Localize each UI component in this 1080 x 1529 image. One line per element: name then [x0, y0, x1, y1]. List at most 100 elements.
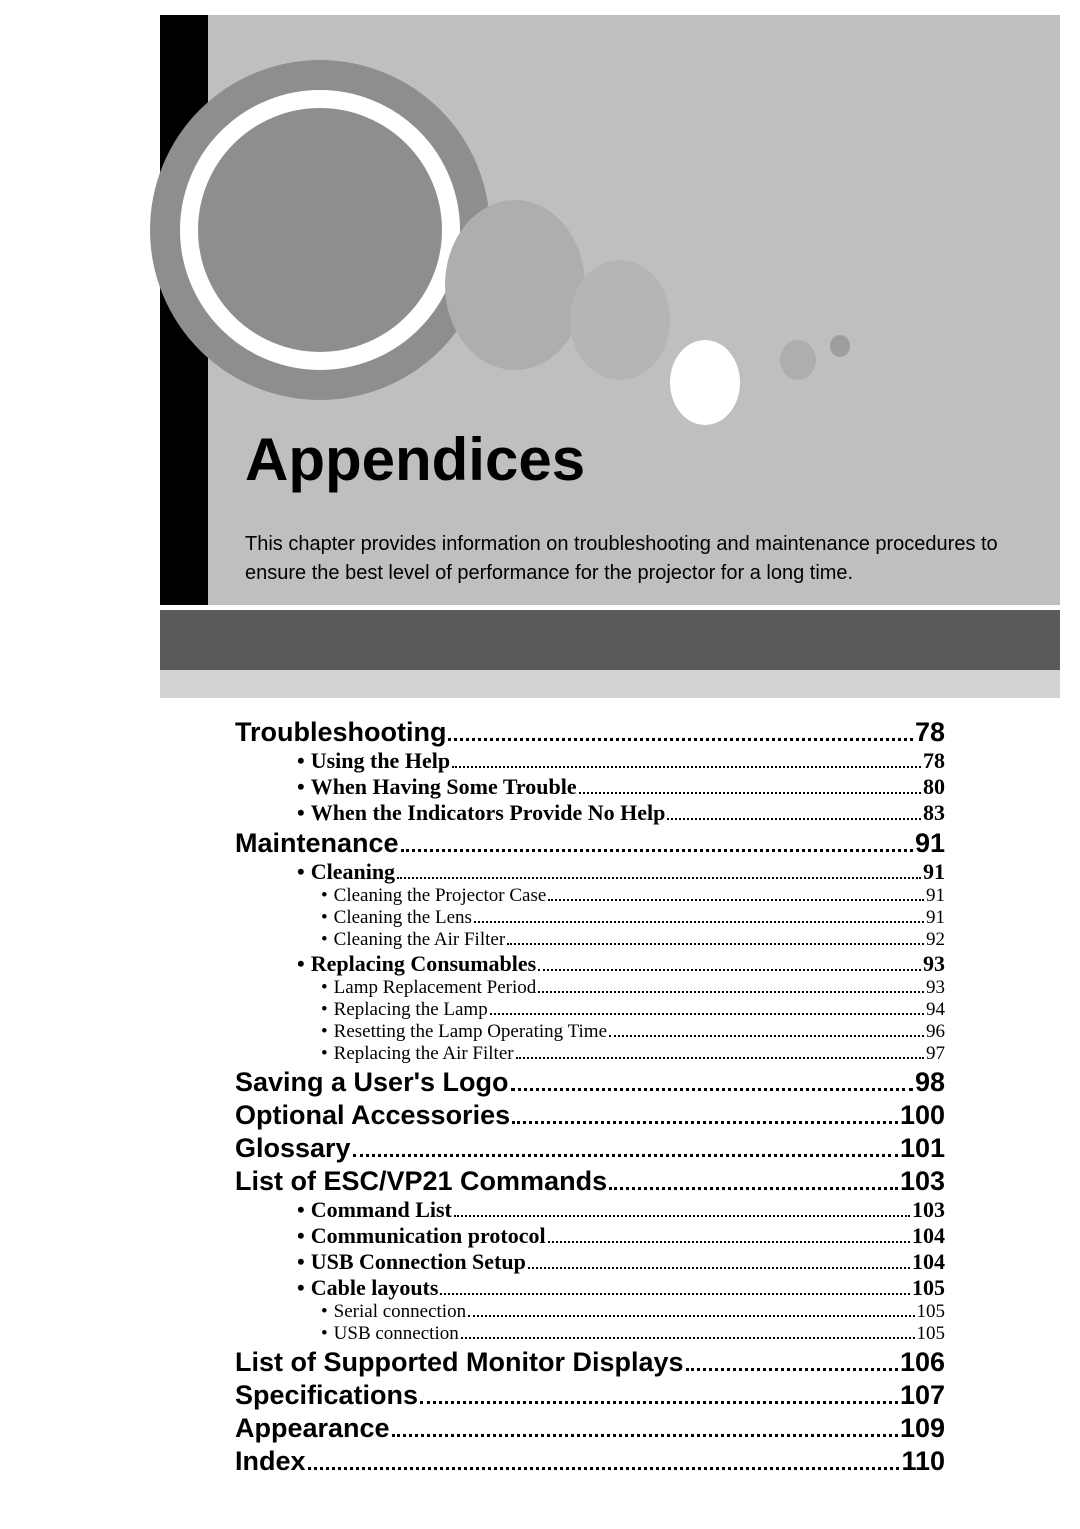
toc-entry-page: 107 — [900, 1380, 945, 1411]
toc-entry[interactable]: Maintenance91 — [235, 828, 945, 859]
bullet-icon: • — [321, 999, 328, 1020]
toc-leader-dots — [474, 912, 924, 923]
toc-entry[interactable]: •Cleaning the Projector Case91 — [235, 885, 945, 907]
bullet-icon: • — [321, 1301, 328, 1322]
toc-entry[interactable]: •Cleaning 91 — [235, 859, 945, 885]
bullet-icon: • — [321, 1021, 328, 1042]
toc-entry[interactable]: •Using the Help78 — [235, 748, 945, 774]
bullet-icon: • — [321, 885, 328, 906]
table-of-contents: Troubleshooting78•Using the Help78•When … — [235, 715, 945, 1477]
toc-entry-label: Saving a User's Logo — [235, 1067, 509, 1098]
toc-entry-page: 103 — [912, 1197, 945, 1223]
toc-entry-label: •USB connection — [321, 1323, 459, 1345]
toc-entry-page: 103 — [900, 1166, 945, 1197]
toc-entry[interactable]: •Cleaning the Lens91 — [235, 907, 945, 929]
bullet-icon: • — [297, 800, 305, 825]
toc-leader-dots — [397, 866, 921, 879]
toc-entry-label: •Cleaning — [297, 859, 395, 885]
toc-leader-dots — [548, 1230, 910, 1243]
toc-entry-label: •When Having Some Trouble — [297, 774, 577, 800]
toc-entry-label: •Lamp Replacement Period — [321, 977, 536, 999]
divider-dark — [160, 610, 1060, 670]
toc-entry-label: •Serial connection — [321, 1301, 466, 1323]
toc-entry-page: 110 — [901, 1446, 945, 1477]
toc-leader-dots — [609, 1026, 924, 1037]
toc-leader-dots — [538, 958, 921, 971]
bullet-icon: • — [321, 977, 328, 998]
toc-entry[interactable]: •Command List103 — [235, 1197, 945, 1223]
toc-entry-label: •When the Indicators Provide No Help — [297, 800, 665, 826]
bullet-icon: • — [297, 1223, 305, 1248]
toc-entry-page: 83 — [923, 800, 945, 826]
toc-entry[interactable]: Optional Accessories100 — [235, 1100, 945, 1131]
toc-entry[interactable]: Specifications 107 — [235, 1380, 945, 1411]
toc-entry[interactable]: •Replacing the Air Filter97 — [235, 1043, 945, 1065]
bullet-icon: • — [297, 1275, 305, 1300]
toc-entry-page: 105 — [917, 1323, 946, 1345]
toc-entry-label: Troubleshooting — [235, 717, 446, 748]
toc-entry[interactable]: •USB connection 105 — [235, 1323, 945, 1345]
toc-leader-dots — [448, 725, 912, 741]
toc-entry[interactable]: •Cable layouts105 — [235, 1275, 945, 1301]
toc-leader-dots — [516, 1048, 924, 1059]
toc-leader-dots — [468, 1306, 914, 1317]
decorative-blob-3 — [670, 340, 740, 425]
toc-leader-dots — [512, 1108, 898, 1124]
toc-entry[interactable]: Appearance109 — [235, 1413, 945, 1444]
toc-leader-dots — [609, 1174, 898, 1190]
toc-leader-dots — [440, 1282, 910, 1295]
toc-entry-label: •Cleaning the Lens — [321, 907, 472, 929]
toc-entry[interactable]: List of ESC/VP21 Commands103 — [235, 1166, 945, 1197]
bullet-icon: • — [297, 951, 305, 976]
toc-entry[interactable]: •When the Indicators Provide No Help 83 — [235, 800, 945, 826]
toc-entry[interactable]: Index 110 — [235, 1446, 945, 1477]
toc-leader-dots — [667, 807, 921, 820]
toc-leader-dots — [392, 1421, 898, 1437]
toc-leader-dots — [308, 1454, 900, 1470]
bullet-icon: • — [297, 1249, 305, 1274]
toc-entry[interactable]: •Replacing the Lamp94 — [235, 999, 945, 1021]
toc-entry[interactable]: •USB Connection Setup104 — [235, 1249, 945, 1275]
toc-entry-label: •Replacing Consumables — [297, 951, 536, 977]
toc-entry-label: •Communication protocol — [297, 1223, 546, 1249]
toc-entry-page: 80 — [923, 774, 945, 800]
toc-leader-dots — [538, 982, 924, 993]
toc-entry-page: 91 — [923, 859, 945, 885]
toc-leader-dots — [420, 1388, 898, 1404]
toc-entry[interactable]: Troubleshooting78 — [235, 717, 945, 748]
toc-entry[interactable]: Glossary 101 — [235, 1133, 945, 1164]
decorative-blob-2 — [570, 260, 670, 380]
toc-entry-page: 94 — [926, 999, 945, 1021]
toc-entry-label: Glossary — [235, 1133, 351, 1164]
toc-entry-page: 101 — [900, 1133, 945, 1164]
toc-entry-label: List of Supported Monitor Displays — [235, 1347, 684, 1378]
bullet-icon: • — [297, 748, 305, 773]
bullet-icon: • — [321, 929, 328, 950]
toc-entry[interactable]: Saving a User's Logo98 — [235, 1067, 945, 1098]
toc-entry-label: •Resetting the Lamp Operating Time — [321, 1021, 607, 1043]
toc-leader-dots — [454, 1204, 910, 1217]
toc-entry[interactable]: •When Having Some Trouble 80 — [235, 774, 945, 800]
toc-entry-label: Specifications — [235, 1380, 418, 1411]
toc-leader-dots — [579, 781, 921, 794]
toc-entry[interactable]: •Lamp Replacement Period93 — [235, 977, 945, 999]
toc-entry[interactable]: •Resetting the Lamp Operating Time96 — [235, 1021, 945, 1043]
chapter-intro: This chapter provides information on tro… — [245, 530, 1045, 588]
bullet-icon: • — [321, 907, 328, 928]
bullet-icon: • — [321, 1043, 328, 1064]
toc-entry-label: Index — [235, 1446, 306, 1477]
toc-leader-dots — [528, 1256, 910, 1269]
toc-entry-label: •Replacing the Air Filter — [321, 1043, 514, 1065]
toc-entry-page: 93 — [923, 951, 945, 977]
toc-entry[interactable]: •Serial connection 105 — [235, 1301, 945, 1323]
toc-entry-page: 104 — [912, 1249, 945, 1275]
decorative-blob-1 — [445, 200, 585, 370]
toc-entry-label: Maintenance — [235, 828, 399, 859]
toc-entry-page: 105 — [917, 1301, 946, 1323]
toc-entry-label: •Cleaning the Projector Case — [321, 885, 546, 907]
toc-entry[interactable]: •Communication protocol104 — [235, 1223, 945, 1249]
toc-entry[interactable]: List of Supported Monitor Displays106 — [235, 1347, 945, 1378]
bullet-icon: • — [297, 859, 305, 884]
toc-entry[interactable]: •Replacing Consumables 93 — [235, 951, 945, 977]
toc-entry[interactable]: •Cleaning the Air Filter92 — [235, 929, 945, 951]
